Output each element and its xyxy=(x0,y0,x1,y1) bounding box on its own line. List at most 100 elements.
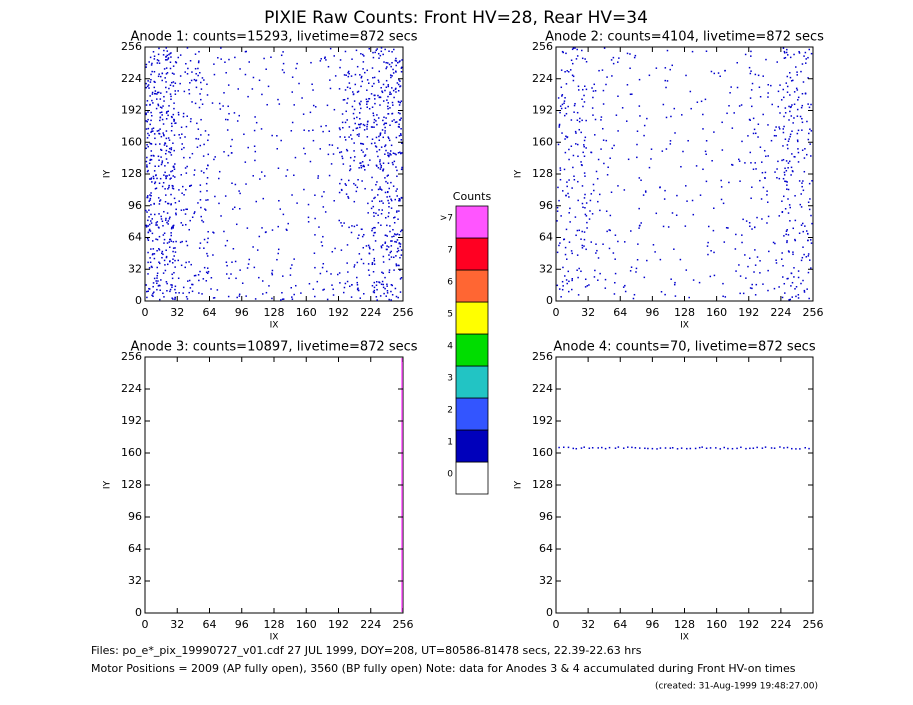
count-dot xyxy=(206,272,209,275)
count-dot xyxy=(800,282,802,285)
count-dot xyxy=(146,170,149,173)
count-dot xyxy=(195,73,197,75)
count-dot xyxy=(206,190,208,192)
count-dot xyxy=(271,269,274,272)
density-cell xyxy=(717,53,747,78)
count-dot xyxy=(146,120,149,123)
count-dot xyxy=(797,297,800,299)
count-dot xyxy=(399,198,401,201)
count-dot xyxy=(158,182,161,184)
count-dot xyxy=(808,182,811,185)
count-dot xyxy=(346,86,349,89)
colorbar-title: Counts xyxy=(453,190,492,203)
count-dot xyxy=(158,47,160,50)
count-dot xyxy=(349,165,352,167)
count-dot xyxy=(761,218,763,220)
count-dot xyxy=(159,143,161,145)
count-dot xyxy=(186,298,189,300)
count-dot xyxy=(749,72,752,75)
count-dot xyxy=(575,143,577,145)
count-dot xyxy=(374,145,377,147)
count-dot xyxy=(161,161,163,164)
count-dot xyxy=(174,163,176,165)
count-dot xyxy=(346,150,349,152)
count-dot xyxy=(386,66,388,68)
count-dot xyxy=(775,259,777,261)
count-dot xyxy=(153,213,156,216)
count-dot xyxy=(286,229,288,231)
count-dot xyxy=(233,206,236,209)
count-dot xyxy=(170,95,172,98)
count-dot xyxy=(383,116,385,119)
count-dot xyxy=(676,448,679,450)
count-dot xyxy=(245,50,247,53)
count-dot xyxy=(387,215,390,218)
count-dot xyxy=(200,215,202,218)
count-dot xyxy=(640,179,642,182)
count-dot xyxy=(189,219,191,222)
density-cell xyxy=(782,47,813,79)
count-dot xyxy=(754,249,756,251)
count-dot xyxy=(227,105,229,108)
count-dot xyxy=(792,170,794,173)
count-dot xyxy=(582,206,584,209)
colorbar-label: 3 xyxy=(447,374,453,384)
count-dot xyxy=(747,135,749,137)
count-dot xyxy=(200,81,202,84)
count-dot xyxy=(166,111,168,113)
count-dot xyxy=(388,187,390,190)
count-dot xyxy=(721,121,723,124)
count-dot xyxy=(784,292,786,294)
count-dot xyxy=(390,256,393,258)
count-dot xyxy=(391,284,394,287)
count-dot xyxy=(395,64,397,67)
count-dot xyxy=(395,91,397,93)
count-dot xyxy=(175,122,177,124)
count-dot xyxy=(682,150,684,153)
count-dot xyxy=(239,68,241,70)
count-dot xyxy=(652,244,655,246)
count-dot xyxy=(198,106,201,109)
count-dot xyxy=(722,202,725,205)
count-dot xyxy=(263,57,265,60)
count-dot xyxy=(374,226,376,229)
count-dot xyxy=(378,70,381,73)
count-dot xyxy=(799,203,802,206)
count-dot xyxy=(280,54,283,57)
count-dot xyxy=(583,172,586,174)
count-dot xyxy=(353,225,356,228)
count-dot xyxy=(581,230,583,233)
count-dot xyxy=(780,99,783,101)
count-dot xyxy=(397,218,399,220)
count-dot xyxy=(597,158,600,161)
count-dot xyxy=(340,151,343,153)
count-dot xyxy=(148,134,150,137)
density-cell xyxy=(210,269,241,299)
density-cell xyxy=(276,248,295,270)
count-dot xyxy=(165,137,168,140)
count-dot xyxy=(148,267,151,269)
y-tick-label: 32 xyxy=(128,574,142,587)
count-dot xyxy=(382,261,385,263)
count-dot xyxy=(164,77,166,79)
count-dot xyxy=(293,293,295,296)
count-dot xyxy=(156,272,159,275)
count-dot xyxy=(287,222,289,225)
count-dot xyxy=(173,102,175,104)
count-dot xyxy=(365,245,368,247)
count-dot xyxy=(168,139,171,141)
count-dot xyxy=(392,152,395,155)
count-dot xyxy=(356,127,359,129)
count-dot xyxy=(384,89,386,92)
count-dot xyxy=(146,156,148,159)
count-dot xyxy=(605,83,607,86)
count-dot xyxy=(665,148,668,150)
count-dot xyxy=(791,153,793,155)
count-dot xyxy=(797,161,800,163)
count-dot xyxy=(154,165,156,167)
count-dot xyxy=(180,264,183,267)
count-dot xyxy=(611,147,614,150)
count-dot xyxy=(374,102,376,105)
count-dot xyxy=(576,55,579,57)
count-dot xyxy=(738,264,740,266)
